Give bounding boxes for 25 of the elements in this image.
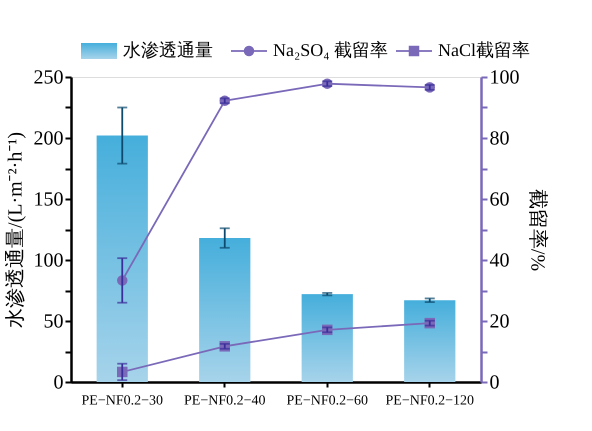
- bar: [199, 238, 250, 382]
- y2-tick-label: 20: [490, 310, 510, 332]
- y2-tick-label: 0: [490, 372, 500, 394]
- y2-tick-label: 40: [490, 250, 510, 272]
- x-tick-label: PE−NF0.2−120: [385, 394, 474, 408]
- y-axis-title: 水渗透通量/(L·m⁻²·h⁻¹): [4, 132, 26, 328]
- y2-axis-title: 截留率/%: [526, 188, 548, 272]
- y2-tick-label: 80: [490, 128, 510, 150]
- x-tick-label: PE−NF0.2−40: [184, 394, 266, 408]
- y-tick-label: 200: [34, 128, 64, 150]
- legend-label: Na₂SO₄ 截留率: [273, 40, 388, 60]
- legend-label: NaCl截留率: [438, 40, 530, 60]
- y-tick-label: 100: [34, 250, 64, 272]
- y-tick-label: 250: [34, 66, 64, 88]
- x-tick-label: PE−NF0.2−30: [81, 394, 164, 408]
- y2-tick-label: 60: [490, 188, 510, 210]
- legend-label: 水渗透通量: [123, 40, 213, 60]
- x-tick-label: PE−NF0.2−60: [286, 394, 368, 408]
- y-tick-label: 150: [34, 188, 64, 210]
- bar: [302, 294, 353, 382]
- bar: [404, 300, 456, 382]
- y-tick-label: 0: [54, 372, 64, 394]
- y-tick-label: 50: [44, 310, 64, 332]
- y2-tick-label: 100: [490, 66, 520, 88]
- bar: [96, 136, 148, 382]
